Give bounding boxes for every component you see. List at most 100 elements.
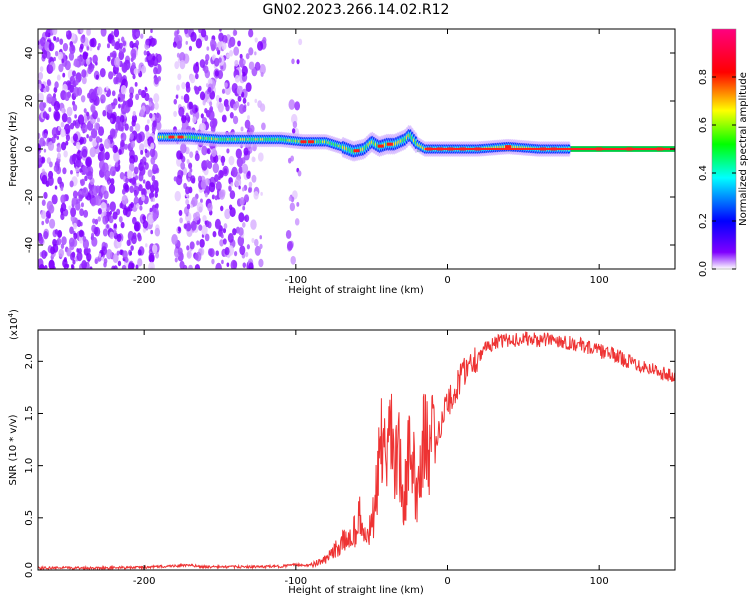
noise-speck <box>241 157 246 164</box>
noise-speck <box>82 186 89 198</box>
noise-speck <box>60 128 66 138</box>
snr-axes: -200 -100 0 100 0.0 0.5 1.0 1.5 2.0 <box>24 330 675 587</box>
noise-speck <box>290 255 296 265</box>
noise-speck <box>131 262 135 269</box>
noise-speck <box>54 81 59 89</box>
noise-speck <box>65 134 71 142</box>
noise-speck <box>68 237 75 247</box>
noise-speck <box>242 205 246 211</box>
noise-speck <box>103 211 107 217</box>
noise-speck <box>119 92 126 102</box>
noise-speck <box>175 174 183 186</box>
noise-speck <box>119 42 123 49</box>
spectrogram-ytick-label: -20 <box>24 189 35 205</box>
noise-speck <box>185 198 190 206</box>
noise-speck <box>239 245 246 256</box>
noise-speck <box>73 222 78 230</box>
noise-speck <box>190 220 197 231</box>
noise-speck <box>181 82 186 90</box>
noise-speck <box>174 190 182 202</box>
noise-speck <box>121 188 126 195</box>
noise-speck <box>151 126 156 133</box>
noise-speck <box>129 92 134 99</box>
noise-speck <box>199 91 206 101</box>
noise-speck <box>217 102 224 113</box>
noise-speck <box>81 148 88 158</box>
noise-speck <box>201 224 208 236</box>
noise-speck <box>249 124 255 134</box>
spectrogram-xtick-label: -200 <box>133 275 156 286</box>
noise-speck <box>49 161 53 168</box>
noise-speck <box>206 162 210 168</box>
noise-speck <box>98 126 105 137</box>
noise-speck <box>259 63 266 75</box>
noise-speck <box>285 229 292 239</box>
noise-speck <box>214 70 219 77</box>
noise-speck <box>180 142 187 154</box>
noise-speck <box>188 162 193 170</box>
noise-speck <box>129 185 134 194</box>
noise-speck <box>88 135 93 142</box>
noise-speck <box>190 31 197 42</box>
noise-speck <box>234 177 242 188</box>
noise-speck <box>130 245 134 251</box>
noise-speck <box>294 218 300 226</box>
noise-speck <box>199 59 206 68</box>
noise-speck <box>79 208 84 217</box>
snr-xtick-label: -200 <box>133 576 156 587</box>
noise-speck <box>152 213 158 221</box>
noise-speck <box>294 101 301 111</box>
noise-speck <box>210 125 216 133</box>
noise-speck <box>56 145 62 153</box>
noise-speck <box>132 74 136 80</box>
noise-speck <box>174 257 178 263</box>
noise-speck <box>66 263 70 269</box>
noise-speck <box>130 140 136 148</box>
noise-speck <box>41 249 47 259</box>
noise-speck <box>94 226 101 237</box>
noise-speck <box>112 211 118 220</box>
noise-speck <box>176 150 183 160</box>
noise-speck <box>47 141 55 152</box>
noise-speck <box>292 121 298 129</box>
noise-speck <box>81 76 87 85</box>
noise-speck <box>241 163 249 174</box>
noise-speck <box>81 69 87 78</box>
noise-speck <box>205 178 210 186</box>
noise-speck <box>141 136 145 141</box>
noise-speck <box>80 35 86 44</box>
noise-speck <box>289 202 296 212</box>
noise-speck <box>86 46 90 51</box>
noise-speck <box>174 61 180 70</box>
noise-speck <box>107 55 111 62</box>
noise-speck <box>209 105 214 113</box>
noise-speck <box>116 250 120 256</box>
noise-speck <box>142 220 148 229</box>
noise-speck <box>133 166 139 175</box>
noise-speck <box>121 63 128 73</box>
noise-speck <box>148 101 152 107</box>
noise-speck <box>195 73 199 80</box>
noise-speck <box>189 241 195 250</box>
noise-speck <box>113 98 118 106</box>
ridge-core <box>505 145 512 149</box>
noise-speck <box>141 65 147 74</box>
noise-speck <box>250 219 257 230</box>
noise-speck <box>195 107 198 113</box>
noise-speck <box>198 224 203 231</box>
noise-speck <box>99 67 106 78</box>
noise-speck <box>149 254 155 264</box>
noise-speck <box>71 154 77 162</box>
noise-speck <box>242 59 246 65</box>
noise-speck <box>178 209 183 216</box>
colorbar-ticks: 0.0 0.2 0.4 0.6 0.8 <box>698 69 736 277</box>
noise-speck <box>149 112 153 119</box>
noise-speck <box>254 98 258 104</box>
noise-speck <box>209 101 213 107</box>
noise-speck <box>291 58 295 65</box>
noise-speck <box>245 82 252 93</box>
noise-speck <box>134 123 141 132</box>
noise-speck <box>62 42 69 52</box>
noise-speck <box>57 51 64 61</box>
noise-speck <box>251 156 256 163</box>
